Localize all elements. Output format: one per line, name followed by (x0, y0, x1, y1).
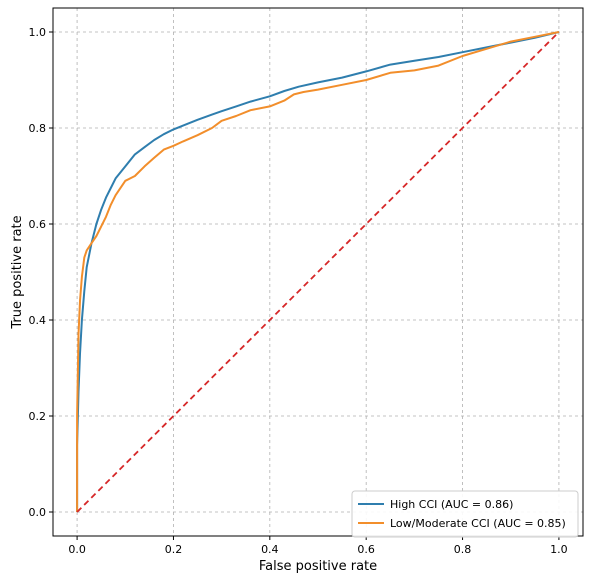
series-line-1 (76, 31, 560, 512)
y-tick-label: 0.8 (29, 122, 47, 135)
y-tick-label: 0.6 (29, 218, 47, 231)
chance-diagonal-line (76, 31, 560, 513)
axis-ticks: 0.0 0.2 0.4 0.6 0.8 1.0 0.0 0.2 0.4 0.6 0.8 1.0 (29, 26, 568, 556)
series-line-0 (76, 31, 560, 512)
x-tick-label: 0.6 (357, 543, 375, 556)
x-tick-label: 0.0 (68, 543, 86, 556)
x-tick-label: 0.8 (454, 543, 472, 556)
y-tick-label: 1.0 (29, 26, 47, 39)
y-tick-label: 0.4 (29, 314, 47, 327)
plot-frame (52, 7, 584, 537)
y-axis-label: True positive rate (10, 215, 25, 329)
legend-label: Low/Moderate CCI (AUC = 0.85) (390, 517, 566, 530)
x-tick-label: 0.2 (165, 543, 183, 556)
series-lines (76, 31, 560, 513)
legend-box (351, 490, 579, 538)
y-tick-label: 0.2 (29, 410, 47, 423)
y-tick-label: 0.0 (29, 506, 47, 519)
x-axis-label: False positive rate (259, 559, 377, 574)
legend-label: High CCI (AUC = 0.86) (390, 498, 513, 511)
x-tick-label: 1.0 (550, 543, 568, 556)
x-tick-label: 0.4 (261, 543, 279, 556)
legend: High CCI (AUC = 0.86) Low/Moderate CCI (A… (351, 490, 579, 538)
grid-lines (53, 8, 583, 536)
